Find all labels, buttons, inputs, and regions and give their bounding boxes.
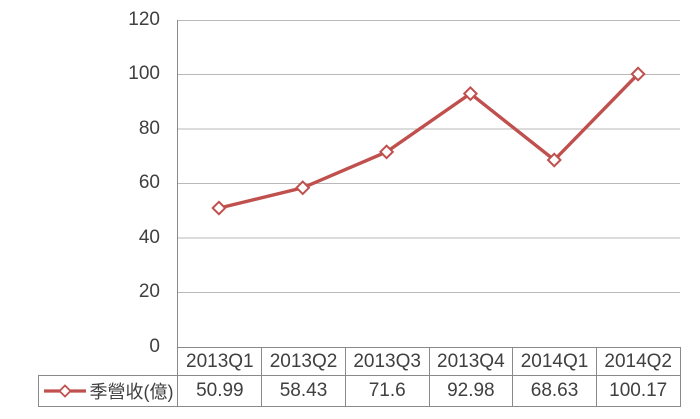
table-column-header: 2013Q2 [269, 350, 338, 372]
table-row-divider [38, 375, 680, 376]
series-line-marker-icon [43, 384, 86, 398]
table-column-divider [512, 347, 513, 407]
table-value-cell: 100.17 [609, 380, 668, 401]
y-axis-tick-label: 80 [138, 118, 160, 139]
table-column-header: 2014Q1 [520, 350, 589, 372]
plot-area [177, 20, 680, 293]
y-axis-tick-label: 120 [128, 9, 160, 30]
data-table-header-row: 2013Q1 2013Q2 2013Q3 2013Q4 2014Q1 2014Q… [178, 348, 680, 375]
table-column-divider [596, 347, 597, 407]
table-column-header: 2013Q1 [186, 350, 254, 372]
table-left-border [38, 375, 39, 407]
x-axis-line [177, 347, 680, 348]
data-point-marker [295, 180, 311, 196]
table-column-divider [261, 347, 262, 407]
table-value-cell: 58.43 [279, 380, 328, 401]
y-axis-tick-label: 60 [138, 172, 160, 193]
table-value-cell: 50.99 [196, 380, 244, 401]
y-axis-tick-label: 100 [128, 63, 160, 84]
y-axis-line [177, 20, 178, 407]
y-axis-tick-label: 40 [138, 227, 160, 248]
y-axis-tick-label: 20 [138, 281, 160, 302]
table-column-divider [345, 347, 346, 407]
table-column-header: 2013Q3 [353, 350, 421, 372]
data-point-marker [462, 86, 479, 102]
series-line [217, 72, 640, 210]
table-value-cell: 71.6 [368, 380, 406, 401]
y-axis-tick-label: 0 [149, 336, 160, 357]
table-bottom-border [38, 406, 680, 407]
legend-cell: 季營收(億) [39, 376, 177, 406]
series-name-label: 季營收(億) [89, 382, 174, 402]
data-table-values-row: 50.99 58.43 71.6 92.98 68.63 100.17 [178, 376, 680, 406]
table-column-divider [429, 347, 430, 407]
table-right-border [680, 347, 681, 407]
table-value-cell: 92.98 [447, 380, 495, 401]
data-point-marker [211, 200, 227, 216]
data-point-marker [378, 144, 395, 160]
table-column-header: 2013Q4 [437, 350, 505, 372]
data-point-marker [630, 66, 646, 82]
table-column-header: 2014Q2 [604, 350, 672, 372]
table-value-cell: 68.63 [530, 380, 579, 401]
data-point-marker [546, 152, 562, 168]
